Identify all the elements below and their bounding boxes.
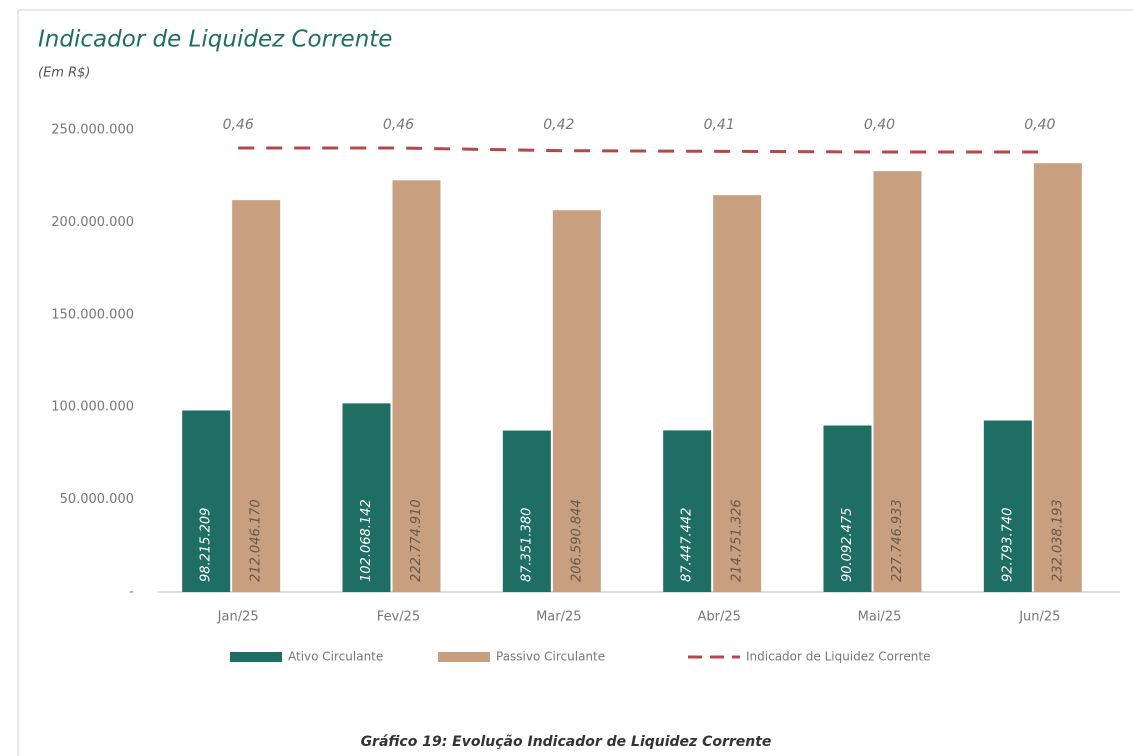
data-label: 87.447.442 — [680, 508, 695, 582]
bar — [182, 410, 231, 592]
x-tick-label: Fev/25 — [377, 610, 420, 625]
chart-title: Indicador de Liquidez Corrente — [38, 27, 392, 53]
data-label: 98.215.209 — [199, 508, 214, 582]
caption: Gráfico 19: Evolução Indicador de Liquid… — [361, 734, 772, 750]
x-tick-label: Abr/25 — [697, 610, 740, 625]
bar — [342, 403, 391, 592]
data-label: 212.046.170 — [249, 499, 264, 582]
frame — [17, 9, 1133, 756]
data-label: 102.068.142 — [359, 499, 374, 582]
data-label: 206.590.844 — [569, 499, 584, 582]
data-label: 92.793.740 — [1000, 508, 1015, 582]
y-tick-label: 200.000.000 — [51, 215, 134, 230]
y-tick-label: 50.000.000 — [60, 492, 134, 507]
y-tick-label: - — [129, 585, 134, 600]
y-tick-label: 150.000.000 — [51, 307, 134, 322]
bar — [232, 200, 281, 592]
indicator-label: 0,40 — [864, 117, 895, 133]
y-tick-label: 250.000.000 — [51, 123, 134, 138]
bar — [823, 425, 872, 592]
bar — [873, 171, 922, 593]
bar — [983, 420, 1032, 592]
data-label: 222.774.910 — [409, 499, 424, 582]
legend-swatch — [438, 652, 490, 662]
data-label: 87.351.380 — [519, 508, 534, 582]
bar — [552, 210, 601, 592]
x-tick-label: Jun/25 — [1018, 610, 1060, 625]
indicator-label: 0,46 — [383, 117, 414, 133]
indicator-label: 0,40 — [1024, 117, 1055, 133]
chart-subtitle: (Em R$) — [38, 66, 90, 81]
indicator-label: 0,41 — [704, 117, 735, 133]
bar — [663, 430, 712, 592]
bar — [392, 180, 441, 593]
indicator-label: 0,46 — [223, 117, 254, 133]
legend-label: Passivo Circulante — [496, 650, 605, 664]
bar — [1033, 163, 1082, 592]
bar — [713, 195, 762, 592]
data-label: 232.038.193 — [1050, 499, 1065, 582]
legend-swatch — [230, 652, 282, 662]
x-tick-label: Mai/25 — [858, 610, 902, 625]
y-tick-label: 100.000.000 — [51, 400, 134, 415]
bar — [502, 430, 551, 592]
data-label: 214.751.326 — [730, 499, 745, 582]
data-label: 227.746.933 — [890, 499, 905, 582]
indicator-label: 0,42 — [543, 117, 574, 133]
indicator-line — [238, 146, 1040, 154]
x-tick-label: Jan/25 — [217, 610, 259, 625]
legend-label: Indicador de Liquidez Corrente — [746, 650, 930, 664]
legend-label: Ativo Circulante — [288, 650, 383, 664]
x-tick-label: Mar/25 — [536, 610, 581, 625]
data-label: 90.092.475 — [840, 508, 855, 582]
